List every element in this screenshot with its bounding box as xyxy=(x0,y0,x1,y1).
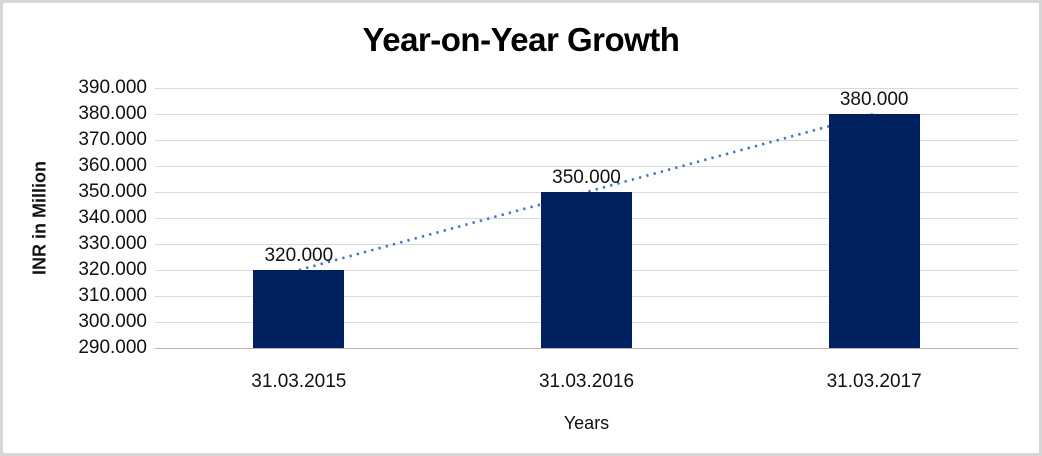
y-tick-label: 360.000 xyxy=(78,155,147,176)
chart-title: Year-on-Year Growth xyxy=(362,21,680,58)
y-tick-label: 330.000 xyxy=(78,233,147,254)
y-tick-label: 290.000 xyxy=(78,337,147,358)
x-tick-label: 31.03.2016 xyxy=(538,371,635,392)
y-tick-label: 350.000 xyxy=(78,181,147,202)
bar-value-label: 380.000 xyxy=(839,88,909,110)
gridline xyxy=(155,88,1018,89)
x-tick-label: 31.03.2017 xyxy=(826,371,922,392)
y-tick-label: 370.000 xyxy=(78,129,147,150)
y-tick-label: 380.000 xyxy=(78,103,147,124)
gridline xyxy=(155,140,1018,141)
bar-value-label: 350.000 xyxy=(552,167,621,188)
plot-area: 320.000 350.000 380.000 xyxy=(155,88,1018,349)
trendline xyxy=(298,112,875,272)
y-tick-label: 310.000 xyxy=(78,285,147,306)
y-tick-label: 300.000 xyxy=(78,311,147,332)
bar-value-label: 320.000 xyxy=(264,245,334,266)
x-axis-title: Years xyxy=(563,413,610,433)
x-axis-line xyxy=(155,348,1018,349)
bar-31.03.2017 xyxy=(828,114,920,348)
gridline xyxy=(155,166,1018,167)
bar-31.03.2015 xyxy=(253,270,345,348)
trendline-layer xyxy=(298,112,875,272)
gridline xyxy=(155,114,1018,115)
y-tick-label: 340.000 xyxy=(78,207,147,228)
y-tick-label: 390.000 xyxy=(78,77,147,98)
x-tick-label: 31.03.2015 xyxy=(251,371,347,392)
bar-31.03.2016 xyxy=(541,192,632,348)
y-tick-label: 320.000 xyxy=(78,259,147,280)
